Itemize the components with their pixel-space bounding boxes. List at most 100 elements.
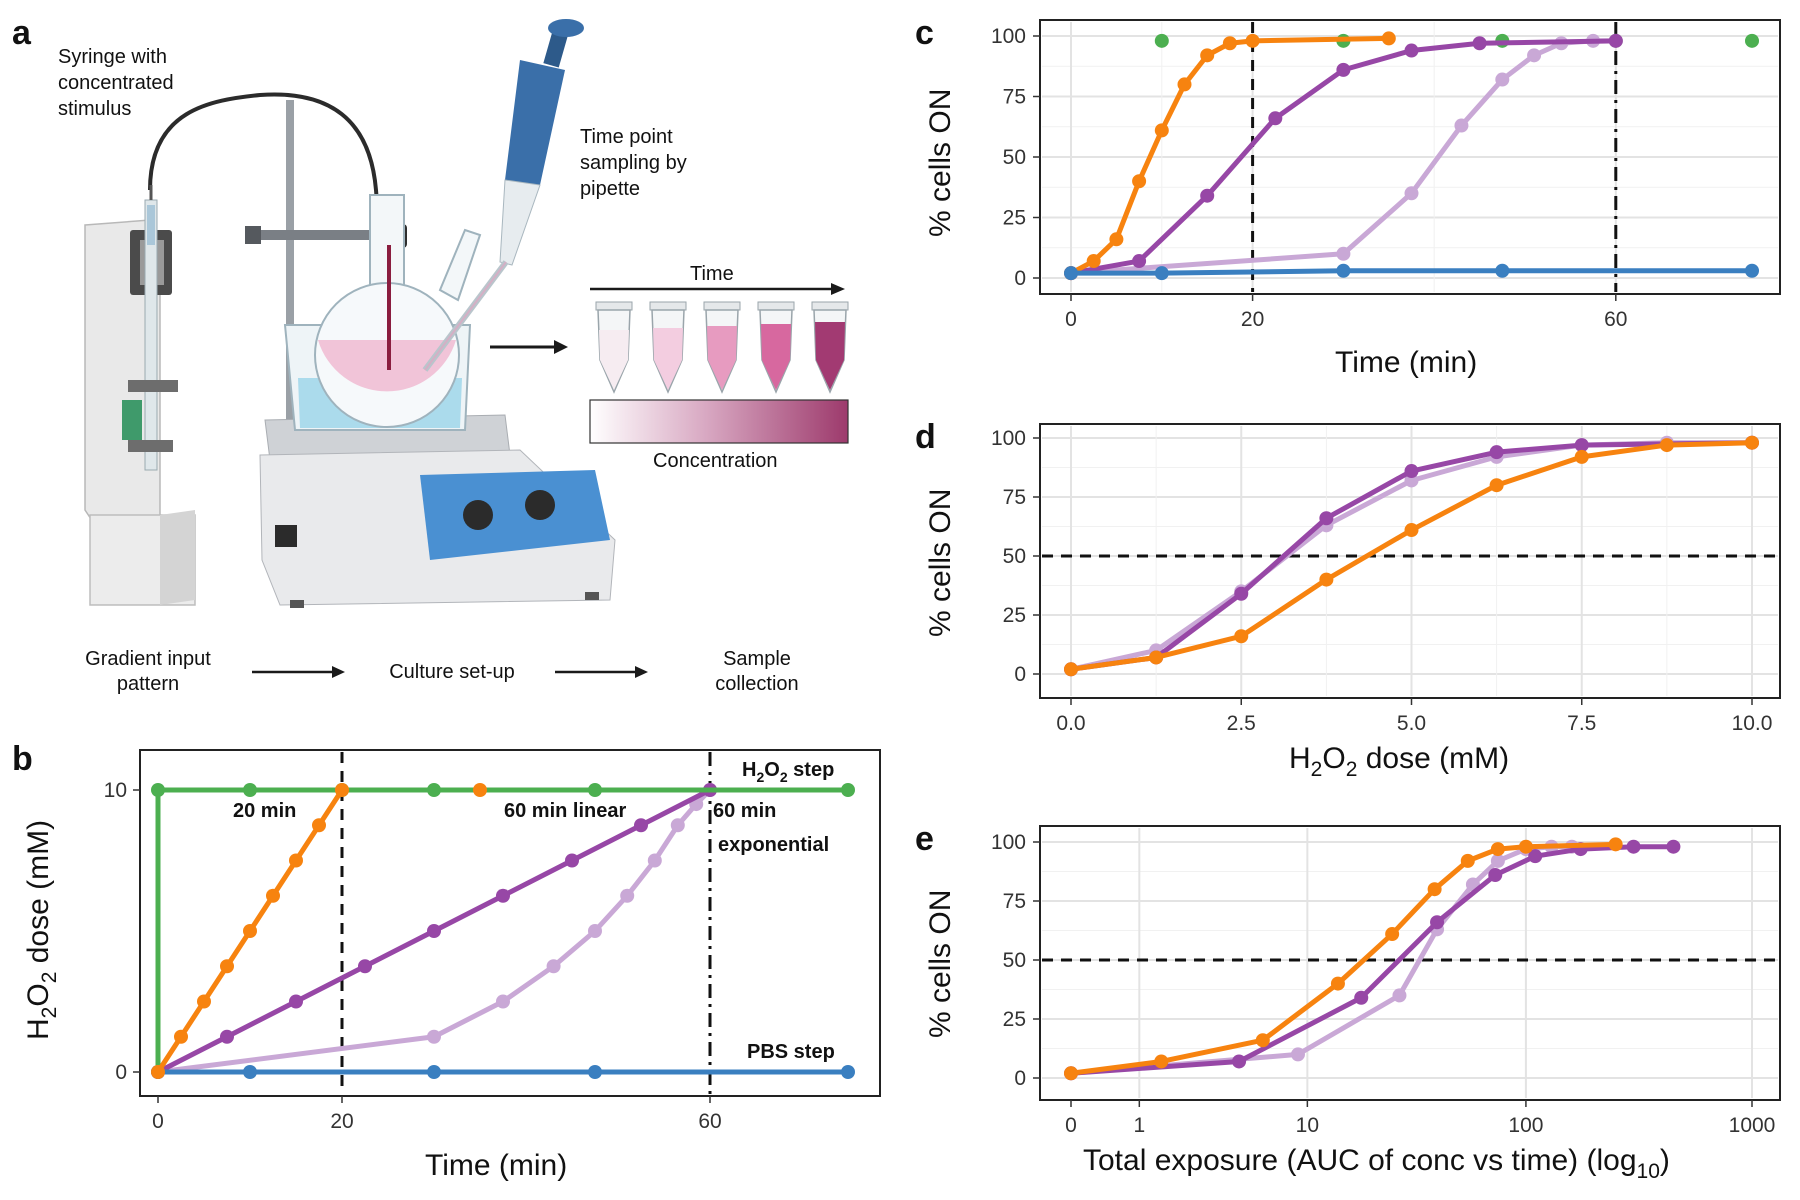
annotation-pbs-step: PBS step <box>747 1041 835 1063</box>
tube-liquid <box>653 328 683 390</box>
data-point-purple <box>1232 1054 1247 1069</box>
round-flask-icon <box>314 194 482 428</box>
pipette-label-line3: pipette <box>580 178 640 200</box>
data-point-20min <box>312 818 326 833</box>
data-point-purple <box>1336 62 1351 77</box>
tube-liquid <box>761 324 791 390</box>
syringe-label-line2: concentrated <box>58 72 174 94</box>
data-point-exponential <box>620 888 635 903</box>
panel-e-ylabel: % cells ON <box>924 890 957 1038</box>
panel-d-xlabel: H2O2 dose (mM) <box>1289 742 1509 781</box>
tube-liquid <box>707 326 737 390</box>
data-point-exponential <box>647 853 662 868</box>
panel-d-ticks: 0.0 2.5 5.0 7.5 10.0 0 25 50 75 100 <box>991 427 1772 735</box>
data-point-exponential <box>670 818 685 833</box>
data-point-orange <box>1319 572 1334 587</box>
data-point-purple <box>1608 33 1623 48</box>
data-point-orange <box>1427 882 1442 897</box>
data-point-green <box>1745 33 1759 48</box>
panel-d-series <box>1064 435 1759 677</box>
time-arrow-head-icon <box>831 283 845 295</box>
y-tick-label: 50 <box>1003 146 1026 169</box>
data-point-lightpurple <box>1527 48 1542 63</box>
panel-d-ylabel: % cells ON <box>924 489 957 637</box>
panel-e-grid <box>1042 828 1778 1098</box>
x-tick-label: 1000 <box>1729 1114 1776 1137</box>
y-tick-label: 100 <box>991 427 1026 450</box>
data-point-orange <box>1177 77 1192 92</box>
sample-tube-icon <box>649 301 687 394</box>
step-sample-collection-line1: Sample <box>723 648 791 670</box>
y-tick-label: 0 <box>1014 267 1026 290</box>
panel-c-series <box>1064 31 1759 281</box>
pipette-icon <box>422 19 584 372</box>
data-point-pbs <box>427 1065 441 1079</box>
data-point-20min <box>151 1065 165 1079</box>
series-line-blue <box>1071 268 1752 276</box>
x-tick-label: 100 <box>1508 1114 1543 1137</box>
data-point-h2o2-step <box>151 783 165 797</box>
hotplate-stirrer-icon <box>259 414 616 608</box>
arrow-head-icon <box>554 340 568 354</box>
y-tick-label: 0 <box>115 1061 127 1084</box>
data-point-exponential <box>546 959 561 974</box>
data-point-lightpurple <box>1392 988 1407 1003</box>
panel-letter-a: a <box>12 14 32 52</box>
data-point-orange <box>1460 853 1475 868</box>
data-point-20min <box>220 959 234 974</box>
sample-tube-icon <box>595 301 633 394</box>
data-point-h2o2-step <box>841 783 855 797</box>
y-tick-label: 0 <box>1014 1067 1026 1090</box>
tube-cap <box>703 301 741 311</box>
y-tick-label: 75 <box>1003 486 1026 509</box>
x-tick-label: 0.0 <box>1056 712 1085 735</box>
data-point-linear <box>634 818 648 833</box>
panel-b-series <box>151 783 855 1079</box>
tubing-icon <box>148 92 382 241</box>
data-point-orange <box>1659 438 1674 453</box>
data-point-linear <box>358 959 372 974</box>
tube-liquid <box>815 322 845 390</box>
data-point-pbs <box>588 1065 602 1079</box>
syringe-pump-icon <box>84 185 196 606</box>
data-point-20min <box>243 924 257 938</box>
panel-a-schematic: a Syringe with concentrated stimulus Tim… <box>12 14 849 695</box>
data-point-orange <box>1518 839 1533 854</box>
y-tick-label: 25 <box>1003 604 1026 627</box>
data-point-orange <box>1330 976 1345 991</box>
panel-e-frame <box>1039 825 1781 1101</box>
data-point-h2o2-step <box>427 783 441 797</box>
panel-e-xlabel: Total exposure (AUC of conc vs time) (lo… <box>1083 1144 1670 1183</box>
annotation-exponential: exponential <box>718 834 829 856</box>
x-tick-label: 2.5 <box>1227 712 1256 735</box>
data-point-blue <box>1154 266 1169 281</box>
data-point-20min <box>266 888 280 903</box>
x-tick-label: 20 <box>1241 308 1264 331</box>
y-tick-label: 0 <box>1014 663 1026 686</box>
data-point-pbs <box>243 1065 257 1079</box>
step-arrow-1-head <box>332 666 345 678</box>
data-point-orange <box>1245 33 1260 48</box>
panel-c-xlabel: Time (min) <box>1335 346 1477 379</box>
data-point-orange <box>1489 478 1504 493</box>
data-point-blue <box>1495 263 1510 278</box>
tube-cap <box>757 301 795 311</box>
x-tick-label: 0 <box>1065 308 1077 331</box>
panel-e-chart: e 0 1 10 100 1000 0 25 50 75 100 Total exposure (… <box>915 820 1781 1183</box>
data-point-orange <box>1109 232 1124 247</box>
tube-cap <box>595 301 633 311</box>
x-tick-label: 0 <box>1065 1114 1077 1137</box>
concentration-gradient-bar <box>589 399 849 444</box>
panel-letter-c: c <box>915 14 934 52</box>
panel-letter-d: d <box>915 418 936 456</box>
data-point-orange <box>1574 449 1589 464</box>
data-point-orange <box>1222 36 1237 51</box>
data-point-pbs <box>841 1065 855 1079</box>
data-point-linear <box>565 853 579 868</box>
x-tick-label: 5.0 <box>1397 712 1426 735</box>
x-tick-label: 7.5 <box>1567 712 1596 735</box>
data-point-purple <box>1354 990 1369 1005</box>
data-point-orange <box>1132 174 1147 189</box>
y-tick-label: 75 <box>1003 86 1026 109</box>
sample-tubes <box>595 301 849 394</box>
